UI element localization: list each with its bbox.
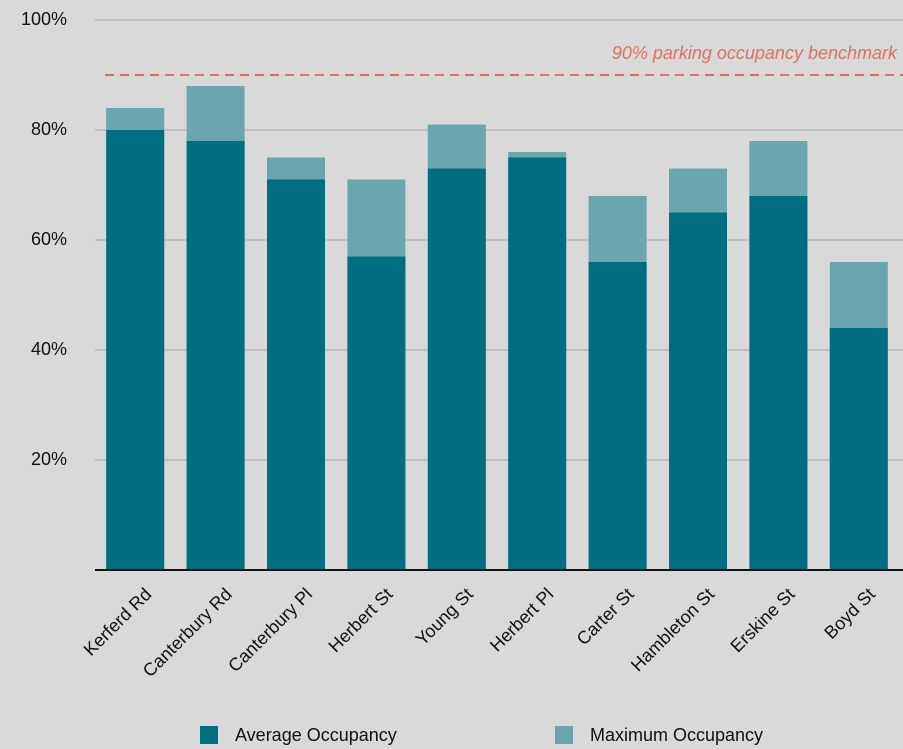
bar — [508, 157, 567, 570]
x-tick-label: Erskine St — [726, 584, 798, 656]
y-tick-label: 100% — [21, 9, 67, 29]
legend-swatch — [200, 726, 218, 744]
x-tick-label: Kerferd Rd — [80, 584, 156, 660]
bar — [186, 141, 245, 570]
bar — [427, 168, 486, 570]
legend-label: Maximum Occupancy — [590, 725, 763, 745]
x-tick-label: Boyd St — [820, 584, 879, 643]
y-tick-label: 40% — [31, 339, 67, 359]
x-tick-label: Canterbury Pl — [224, 584, 316, 676]
x-tick-label: Herbert Pl — [486, 584, 557, 655]
bar — [106, 130, 165, 570]
x-tick-label: Young St — [412, 584, 477, 649]
legend-swatch — [555, 726, 573, 744]
bar — [588, 262, 647, 570]
bar — [829, 328, 888, 570]
y-tick-label: 80% — [31, 119, 67, 139]
bar — [749, 196, 808, 570]
bar — [267, 179, 325, 570]
benchmark-label: 90% parking occupancy benchmark — [612, 43, 898, 63]
bar — [669, 212, 727, 570]
x-tick-label: Hambleton St — [627, 584, 718, 675]
x-tick-label: Carter St — [573, 584, 638, 649]
y-tick-label: 60% — [31, 229, 67, 249]
legend-label: Average Occupancy — [235, 725, 397, 745]
bar — [347, 256, 406, 570]
x-tick-label: Herbert St — [324, 584, 396, 656]
y-tick-label: 20% — [31, 449, 67, 469]
